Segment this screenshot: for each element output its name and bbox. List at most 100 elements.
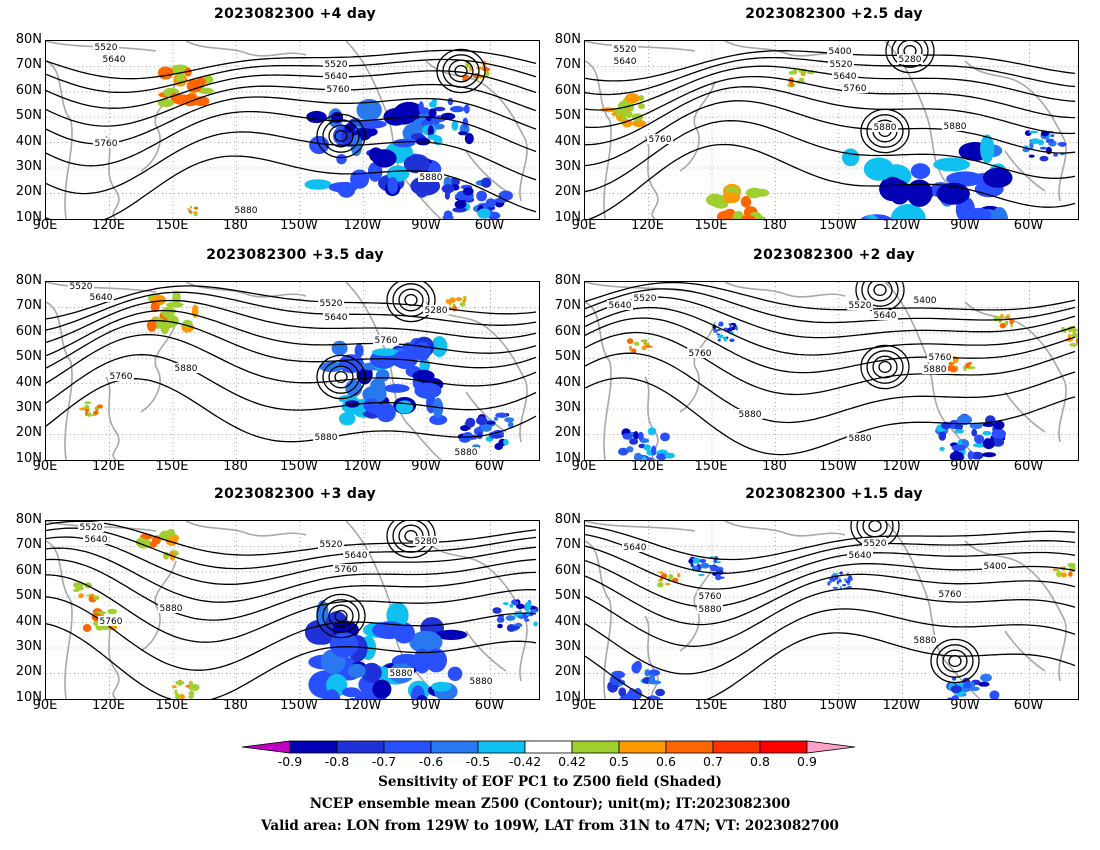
coastline: [45, 301, 73, 461]
sensitivity-shading: [84, 404, 90, 409]
coastline: [1004, 391, 1046, 433]
contour-label-bg: [313, 432, 339, 442]
lat-tick-label: 20N: [15, 664, 42, 680]
sensitivity-shading: [952, 676, 957, 681]
z500-contour: [584, 317, 1076, 374]
coastline: [465, 630, 507, 672]
contour-label-bg: [912, 295, 938, 305]
sensitivity-shading: [847, 576, 853, 582]
sensitivity-shading: [486, 421, 496, 425]
sensitivity-shading: [175, 693, 180, 700]
sensitivity-shading: [176, 72, 185, 85]
sensitivity-shading: [633, 452, 643, 462]
contour-label-bg: [872, 310, 898, 320]
panel-title: 2023082300 +2.5 day: [745, 6, 923, 22]
z500-contour: [584, 86, 1076, 146]
lat-tick-label: 60N: [15, 562, 42, 578]
lat-tick-label: 80N: [15, 273, 42, 288]
z500-contour: [584, 608, 1076, 675]
contour-label: 5880: [390, 669, 413, 679]
lon-tick-label: 150E: [694, 459, 728, 474]
lon-tick-label: 120E: [91, 698, 126, 713]
panel-title: 2023082300 +4 day: [214, 6, 376, 22]
sensitivity-shading: [370, 378, 386, 394]
lon-tick-label: 150W: [819, 218, 857, 233]
sensitivity-shading: [648, 673, 656, 684]
sensitivity-shading: [89, 595, 94, 603]
z500-contour: [45, 527, 537, 570]
contour-label-bg: [233, 205, 259, 215]
lon-tick-label: 150W: [819, 459, 857, 474]
sensitivity-shading: [161, 306, 175, 319]
sensitivity-shading: [729, 324, 732, 329]
colorbar-bin: [430, 740, 479, 754]
closed-contour: [404, 293, 418, 307]
sensitivity-shading: [632, 119, 647, 127]
contour-label-bg: [842, 83, 868, 93]
sensitivity-shading: [967, 450, 974, 460]
lon-tick-label: 90W: [411, 459, 441, 474]
sensitivity-shading: [372, 679, 392, 699]
colorbar-tick-label: -0.6: [418, 754, 444, 769]
sensitivity-shading: [512, 600, 519, 606]
closed-contour: [334, 370, 348, 384]
sensitivity-shading: [1004, 321, 1008, 325]
sensitivity-shading: [728, 323, 731, 326]
contour-label-bg: [942, 121, 968, 131]
lon-tick-label: 120E: [630, 459, 665, 474]
sensitivity-shading: [166, 301, 184, 308]
coastline: [425, 301, 528, 443]
lon-tick-label: 120W: [882, 218, 921, 233]
z500-contour: [584, 588, 1076, 647]
map-canvas: 5520 5640 5520 5640 5760 5760 5880 5880: [45, 40, 539, 226]
contour-label: 5760: [95, 139, 118, 149]
contour-label: 5760: [939, 590, 962, 600]
sensitivity-shading: [188, 690, 195, 697]
lat-tick-label: 40N: [554, 374, 581, 390]
coastline: [105, 135, 120, 220]
lat-tick-label: 80N: [554, 273, 581, 288]
sensitivity-shading: [449, 105, 465, 113]
sensitivity-shading: [431, 681, 452, 692]
sensitivity-shading: [955, 422, 963, 431]
sensitivity-shading: [847, 582, 850, 586]
contour-label-bg: [937, 589, 963, 599]
sensitivity-shading: [848, 575, 852, 578]
lon-tick-label: 90W: [950, 459, 980, 474]
contour-label: 5280: [899, 55, 922, 65]
sensitivity-shading: [73, 582, 81, 588]
contour-label: 5640: [834, 72, 857, 82]
closed-contour: [316, 354, 366, 400]
contour-label: 5880: [914, 636, 937, 646]
sensitivity-shading: [622, 433, 633, 440]
z500-contour: [45, 58, 537, 94]
colorbar-tick-label: -0.42: [508, 754, 542, 769]
sensitivity-shading: [969, 422, 983, 430]
lat-tick-label: 10N: [554, 689, 581, 705]
sensitivity-shading: [1060, 572, 1067, 578]
sensitivity-shading: [507, 421, 514, 428]
z500-contour: [584, 120, 1076, 193]
sensitivity-shading: [427, 125, 434, 137]
contour-label-bg: [93, 138, 119, 148]
coastline: [679, 80, 716, 172]
z500-contour: [584, 65, 1076, 111]
sensitivity-shading: [827, 582, 831, 586]
lat-tick-label: 20N: [554, 425, 581, 441]
sensitivity-shading: [656, 453, 667, 461]
sensitivity-shading: [863, 157, 894, 181]
sensitivity-shading: [888, 179, 911, 205]
sensitivity-shading: [1056, 571, 1062, 578]
z500-contour: [45, 354, 537, 411]
closed-contour: [860, 344, 910, 390]
contour-label-bg: [318, 298, 344, 308]
sensitivity-shading: [428, 108, 437, 118]
contour-label-bg: [423, 305, 449, 315]
sensitivity-shading: [496, 616, 505, 623]
sensitivity-shading: [633, 431, 639, 440]
sensitivity-shading: [72, 588, 80, 592]
sensitivity-shading: [832, 586, 839, 589]
coastline: [884, 281, 981, 461]
contour-label: 5760: [375, 336, 398, 346]
